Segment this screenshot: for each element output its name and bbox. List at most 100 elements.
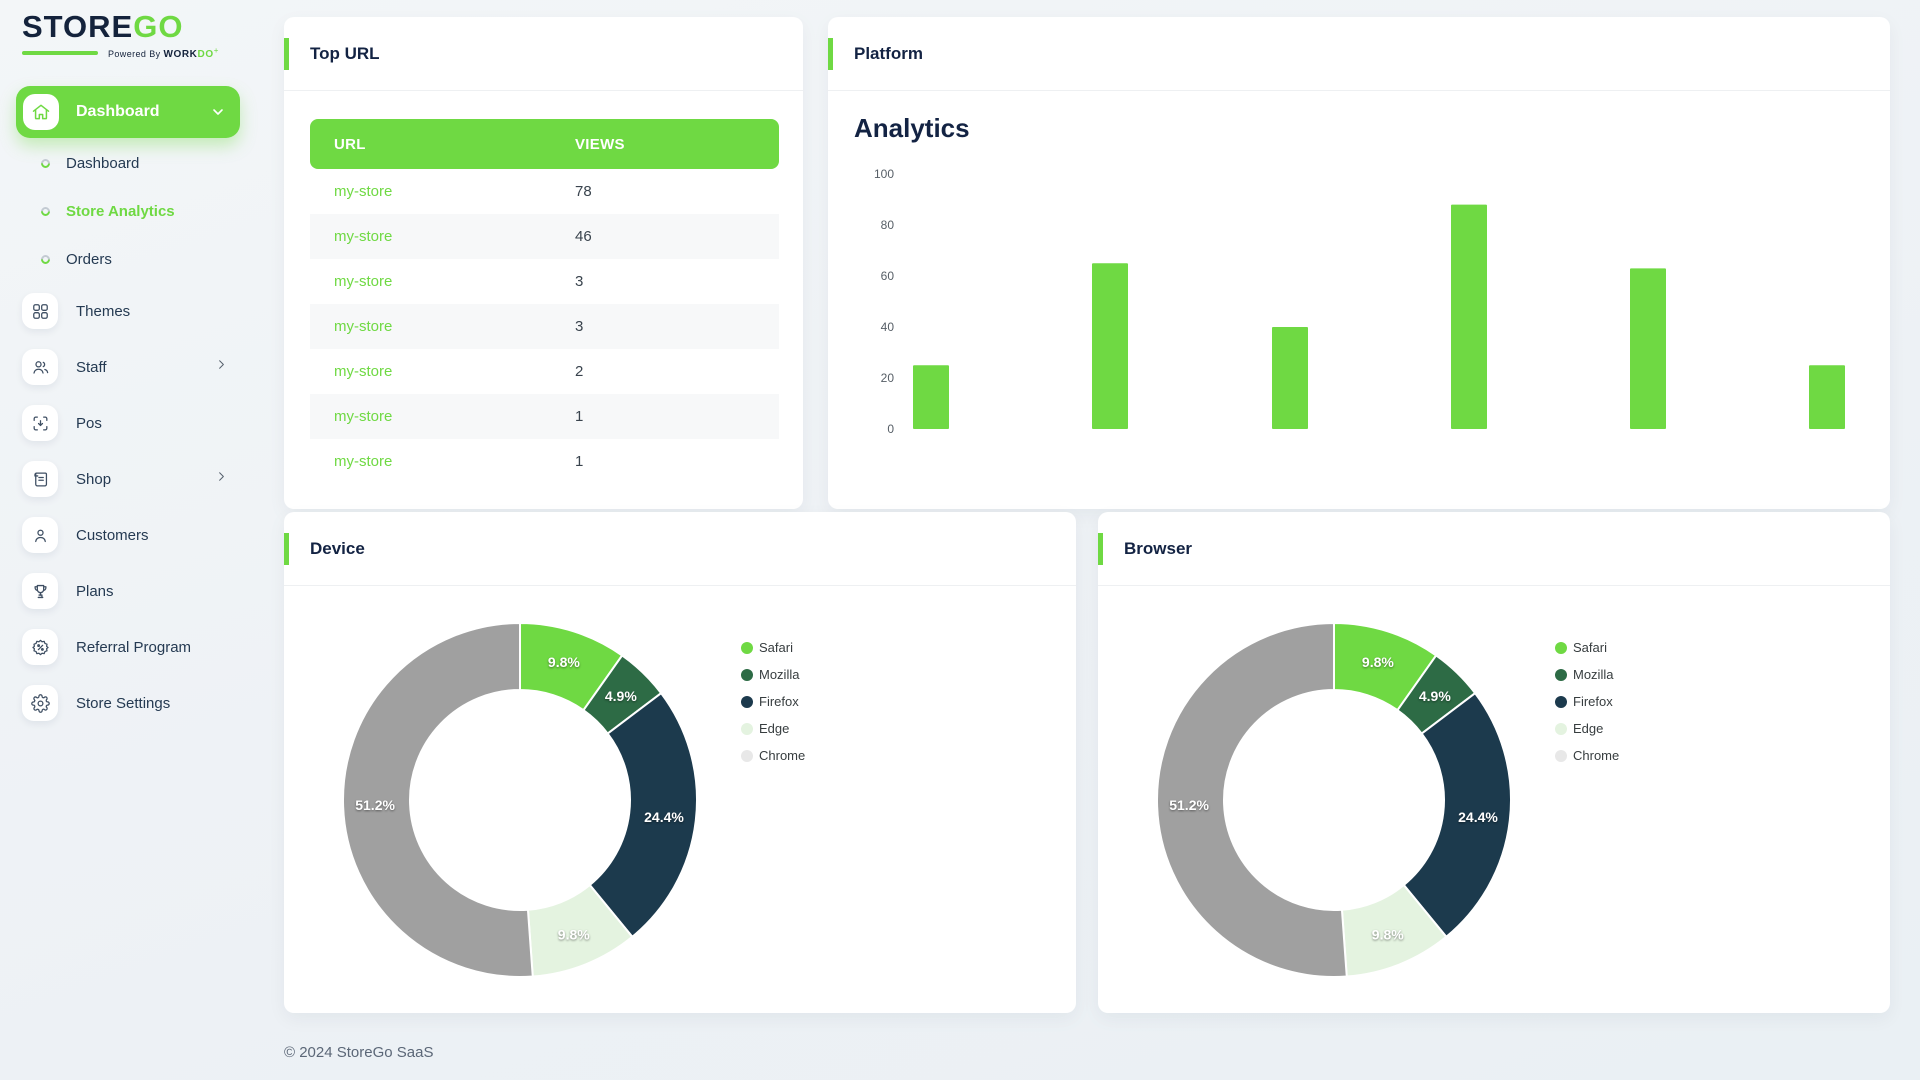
donut-slice-label: 4.9%: [605, 688, 637, 704]
url-link[interactable]: my-store: [334, 363, 393, 380]
customer-icon: [22, 517, 58, 553]
legend-item-chrome[interactable]: Chrome: [1555, 745, 1619, 766]
card-accent-bar: [284, 533, 289, 565]
logo-powered-by: Powered By WORKDO+: [108, 46, 219, 60]
donut-slice-firefox[interactable]: [588, 691, 698, 939]
legend-dot: [741, 722, 753, 735]
analytics-bar-chart: 0 20 40 60 80 100: [874, 167, 1845, 436]
table-row: my-store 3: [310, 259, 779, 304]
legend-label: Chrome: [759, 748, 806, 763]
y-axis-tick: 40: [881, 320, 895, 334]
donut-slice-label: 9.8%: [548, 654, 580, 670]
views-value: 2: [575, 363, 584, 380]
legend-item-safari[interactable]: Safari: [1555, 637, 1619, 658]
device-card-header: Device: [284, 512, 1076, 586]
url-link[interactable]: my-store: [334, 408, 393, 425]
y-axis-tick: 20: [881, 371, 895, 385]
legend-label: Firefox: [759, 694, 799, 709]
legend-dot: [1555, 668, 1567, 681]
sidebar-item-staff[interactable]: Staff: [0, 339, 250, 395]
analytics-bar[interactable]: [1451, 204, 1487, 429]
sidebar-subitem-store-analytics[interactable]: Store Analytics: [0, 187, 250, 235]
footer-copyright: © 2024 StoreGo SaaS: [284, 1044, 434, 1061]
sidebar-subitem-label: Store Analytics: [66, 202, 175, 220]
table-row: my-store 1: [310, 439, 779, 484]
sidebar-subitem-orders[interactable]: Orders: [0, 235, 250, 283]
legend-item-firefox[interactable]: Firefox: [741, 691, 805, 712]
donut-slice-label: 51.2%: [1169, 797, 1209, 813]
platform-title: Platform: [854, 44, 923, 63]
views-value: 1: [575, 453, 584, 470]
url-link[interactable]: my-store: [334, 453, 393, 470]
legend-item-edge[interactable]: Edge: [1555, 718, 1619, 739]
circle-bullet-icon: [39, 204, 52, 218]
referral-icon: [22, 629, 58, 665]
sidebar-item-label: Store Settings: [76, 694, 171, 712]
y-axis-tick: 60: [881, 269, 895, 283]
analytics-bar[interactable]: [1272, 327, 1308, 429]
analytics-bar[interactable]: [1809, 365, 1845, 429]
legend-item-mozilla[interactable]: Mozilla: [1555, 664, 1619, 685]
url-link[interactable]: my-store: [334, 273, 393, 290]
url-link[interactable]: my-store: [334, 183, 393, 200]
users-icon: [22, 349, 58, 385]
platform-card: Platform Analytics 0 20 40 60 80 100: [828, 17, 1890, 509]
legend-dot: [741, 749, 753, 762]
sidebar-active-label: Dashboard: [76, 103, 160, 120]
legend-item-mozilla[interactable]: Mozilla: [741, 664, 805, 685]
browser-card-header: Browser: [1098, 512, 1890, 586]
donut-slice-chrome[interactable]: [342, 621, 534, 978]
sidebar-item-customers[interactable]: Customers: [0, 507, 250, 563]
sidebar-item-plans[interactable]: Plans: [0, 563, 250, 619]
grid-icon: [22, 293, 58, 329]
legend-dot: [1555, 695, 1567, 708]
sidebar-item-label: Referral Program: [76, 638, 192, 656]
y-axis-tick: 80: [881, 218, 895, 232]
sidebar-item-shop[interactable]: Shop: [0, 451, 250, 507]
device-title: Device: [310, 539, 365, 558]
sidebar-item-referral-program[interactable]: Referral Program: [0, 619, 250, 675]
browser-card: Browser 9.8% 4.9% 24.4% 9.8% 51.2% Safari Mo…: [1098, 512, 1890, 1013]
logo-underline: [22, 51, 98, 55]
browser-donut-chart: 9.8% 4.9% 24.4% 9.8% 51.2%: [1156, 621, 1512, 978]
legend-label: Mozilla: [1573, 667, 1614, 682]
legend-item-chrome[interactable]: Chrome: [741, 745, 805, 766]
chevron-down-icon: [210, 104, 226, 125]
sidebar-item-pos[interactable]: Pos: [0, 395, 250, 451]
top-url-table-header: URL VIEWS: [310, 119, 779, 169]
donut-slice-label: 24.4%: [1458, 809, 1498, 825]
views-value: 78: [575, 183, 592, 200]
url-link[interactable]: my-store: [334, 228, 393, 245]
legend-label: Edge: [759, 721, 790, 736]
legend-item-edge[interactable]: Edge: [741, 718, 805, 739]
donut-slice-label: 4.9%: [1419, 688, 1451, 704]
sidebar-item-label: Themes: [76, 302, 131, 320]
logo-text-accent: GO: [133, 9, 184, 44]
sidebar-item-themes[interactable]: Themes: [0, 283, 250, 339]
donut-slice-label: 51.2%: [355, 797, 395, 813]
analytics-bar[interactable]: [913, 365, 949, 429]
donut-slice-firefox[interactable]: [1402, 691, 1512, 939]
legend-label: Safari: [1573, 640, 1607, 655]
sidebar-item-store-settings[interactable]: Store Settings: [0, 675, 250, 731]
browser-title: Browser: [1124, 539, 1193, 558]
analytics-bar[interactable]: [1092, 263, 1128, 429]
donut-slice-chrome[interactable]: [1156, 621, 1348, 978]
settings-icon: [22, 685, 58, 721]
chevron-right-icon: [214, 469, 229, 489]
y-axis-tick: 0: [887, 422, 894, 436]
legend-item-safari[interactable]: Safari: [741, 637, 805, 658]
donut-slice-label: 9.8%: [1372, 927, 1404, 943]
analytics-bar[interactable]: [1630, 268, 1666, 429]
sidebar-subitem-dashboard[interactable]: Dashboard: [0, 139, 250, 187]
chevron-right-icon: [214, 357, 229, 377]
top-url-table: URL VIEWS my-store 78 my-store 46 my-store…: [310, 119, 779, 484]
views-value: 3: [575, 318, 584, 335]
views-value: 46: [575, 228, 592, 245]
sidebar-item-label: Pos: [76, 414, 102, 432]
legend-item-firefox[interactable]: Firefox: [1555, 691, 1619, 712]
browser-chart-legend: Safari Mozilla Firefox Edge Chrome: [1555, 637, 1619, 772]
url-link[interactable]: my-store: [334, 318, 393, 335]
sidebar-item-dashboard[interactable]: Dashboard: [16, 86, 240, 138]
logo[interactable]: STOREGO Powered By WORKDO+: [22, 10, 219, 60]
